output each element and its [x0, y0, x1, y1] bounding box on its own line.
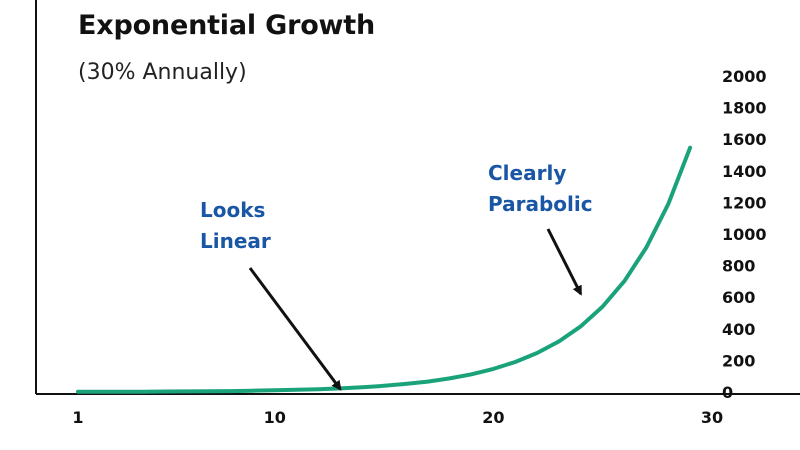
y-tick-label: 800: [722, 257, 755, 276]
annotation-line: Looks: [200, 198, 266, 222]
y-tick-label: 1400: [722, 162, 767, 181]
x-tick-label: 1: [72, 408, 83, 427]
y-tick-label: 2000: [722, 67, 767, 86]
y-tick-label: 200: [722, 351, 755, 370]
y-tick-label: 0: [722, 383, 733, 402]
series-line: [76, 145, 693, 394]
annotation-arrow: [546, 228, 583, 296]
x-tick-label: 30: [701, 408, 723, 427]
annotation-line: Clearly: [488, 161, 567, 185]
y-tick-label: 1000: [722, 225, 767, 244]
y-tick-label: 600: [722, 288, 755, 307]
y-tick-label: 1600: [722, 130, 767, 149]
chart-title: Exponential Growth: [78, 10, 376, 41]
y-tick-label: 1200: [722, 193, 767, 212]
x-tick-label: 10: [264, 408, 286, 427]
y-tick-label: 400: [722, 320, 755, 339]
x-tick-label: 20: [482, 408, 504, 427]
chart-subtitle: (30% Annually): [78, 60, 247, 85]
annotation-arrow: [248, 267, 342, 391]
y-tick-label: 1800: [722, 99, 767, 118]
annotation-line: Parabolic: [488, 192, 593, 216]
annotation-looks-linear: Looks Linear: [200, 195, 271, 257]
annotation-clearly-parabolic: Clearly Parabolic: [488, 158, 593, 220]
annotation-line: Linear: [200, 229, 271, 253]
